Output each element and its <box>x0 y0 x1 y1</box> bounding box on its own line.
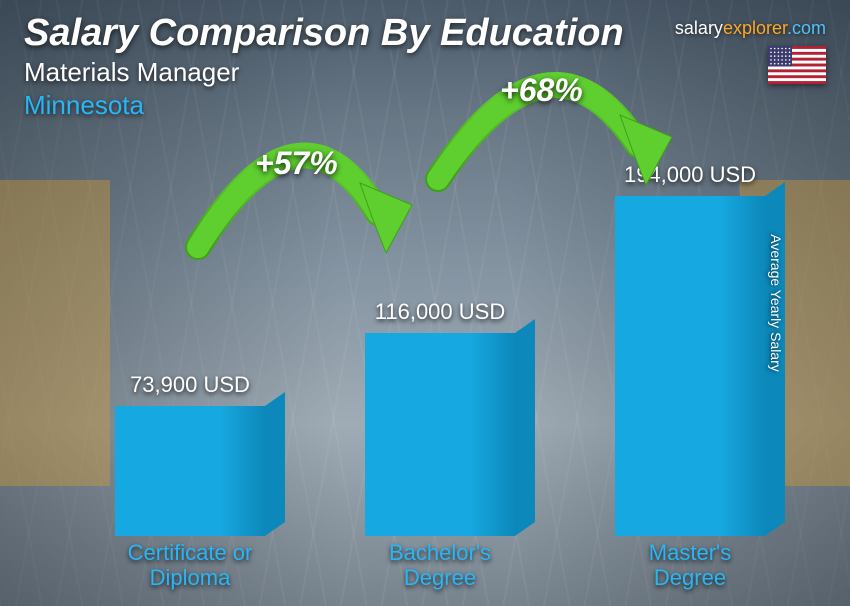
brand: salaryexplorer.com <box>675 18 826 39</box>
brand-accent: explorer <box>723 18 787 38</box>
bar-value-label: 116,000 USD <box>345 299 535 325</box>
bar-front-face <box>615 196 765 536</box>
bar-3d <box>365 333 515 536</box>
x-axis-label: Master'sDegree <box>590 540 790 591</box>
bar-front-face <box>365 333 515 536</box>
bar-group: 194,000 USD <box>595 162 785 536</box>
x-axis-label: Certificate orDiploma <box>90 540 290 591</box>
bar-side-face <box>265 392 285 536</box>
bar-group: 73,900 USD <box>95 372 285 536</box>
y-axis-label: Average Yearly Salary <box>767 234 783 372</box>
bar-front-face <box>115 406 265 536</box>
bar-3d <box>615 196 765 536</box>
bar-value-label: 194,000 USD <box>595 162 785 188</box>
brand-suffix: .com <box>787 18 826 38</box>
bar-side-face <box>515 319 535 536</box>
bar-3d <box>115 406 265 536</box>
flag-icon <box>768 46 826 84</box>
location: Minnesota <box>24 90 826 121</box>
bar-group: 116,000 USD <box>345 299 535 536</box>
subtitle: Materials Manager <box>24 57 826 88</box>
x-axis-labels: Certificate orDiploma Bachelor'sDegree Mas… <box>0 540 850 596</box>
bar-value-label: 73,900 USD <box>95 372 285 398</box>
x-axis-label: Bachelor'sDegree <box>340 540 540 591</box>
bar-chart: 73,900 USD 116,000 USD 194,000 USD <box>0 136 850 536</box>
brand-prefix: salary <box>675 18 723 38</box>
